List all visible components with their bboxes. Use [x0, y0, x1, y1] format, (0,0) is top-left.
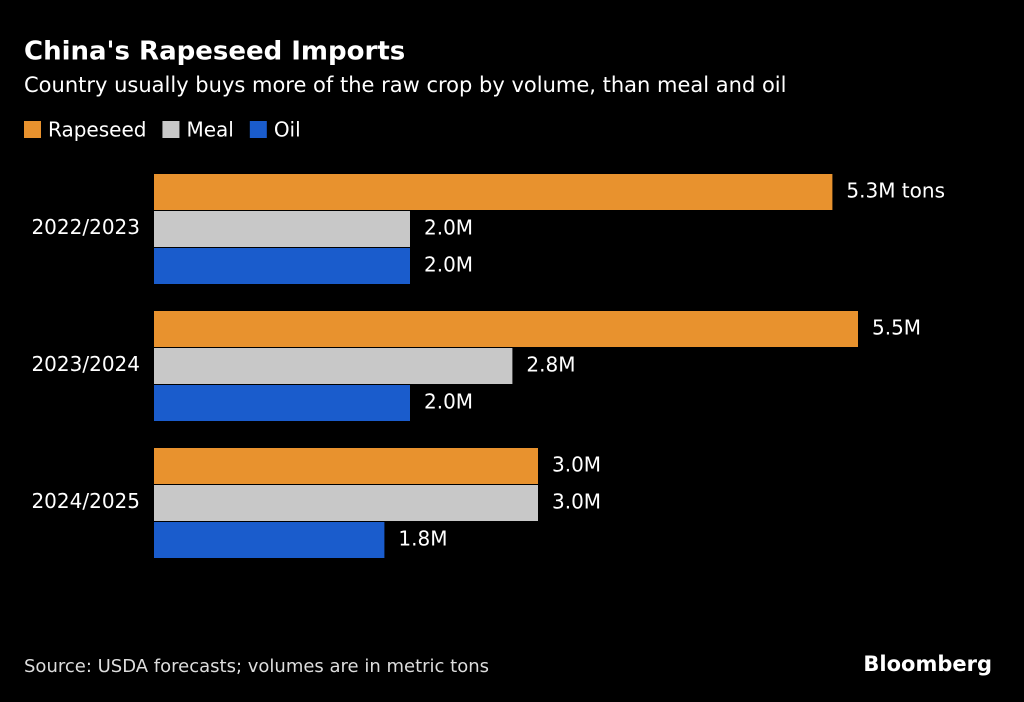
bar — [154, 522, 385, 558]
legend-label: Oil — [274, 118, 301, 142]
legend-label: Rapeseed — [48, 118, 146, 142]
value-label: 3.0M — [552, 453, 601, 477]
chart-title: China's Rapeseed Imports — [24, 37, 405, 67]
bar — [154, 385, 410, 421]
bar — [154, 311, 858, 347]
legend-swatch — [24, 121, 41, 138]
value-label: 1.8M — [398, 527, 447, 551]
value-label: 5.3M tons — [846, 179, 945, 203]
value-label: 2.8M — [526, 353, 575, 377]
value-label: 5.5M — [872, 316, 921, 340]
bar — [154, 248, 410, 284]
legend-swatch — [249, 121, 267, 138]
bar — [154, 485, 538, 521]
legend-swatch — [162, 121, 180, 138]
bar — [154, 348, 513, 384]
value-label: 2.0M — [424, 390, 473, 414]
source-note: Source: USDA forecasts; volumes are in m… — [24, 656, 489, 677]
value-label: 2.0M — [424, 253, 473, 277]
legend-label: Meal — [186, 118, 233, 142]
bar — [154, 211, 410, 247]
category-label: 2023/2024 — [31, 352, 140, 376]
value-label: 3.0M — [552, 490, 601, 514]
category-label: 2022/2023 — [31, 215, 140, 239]
bar — [154, 448, 538, 484]
category-label: 2024/2025 — [31, 489, 140, 513]
value-label: 2.0M — [424, 216, 473, 240]
logo: Bloomberg — [863, 652, 992, 676]
chart-subtitle: Country usually buys more of the raw cro… — [24, 73, 786, 97]
bar — [154, 174, 833, 210]
